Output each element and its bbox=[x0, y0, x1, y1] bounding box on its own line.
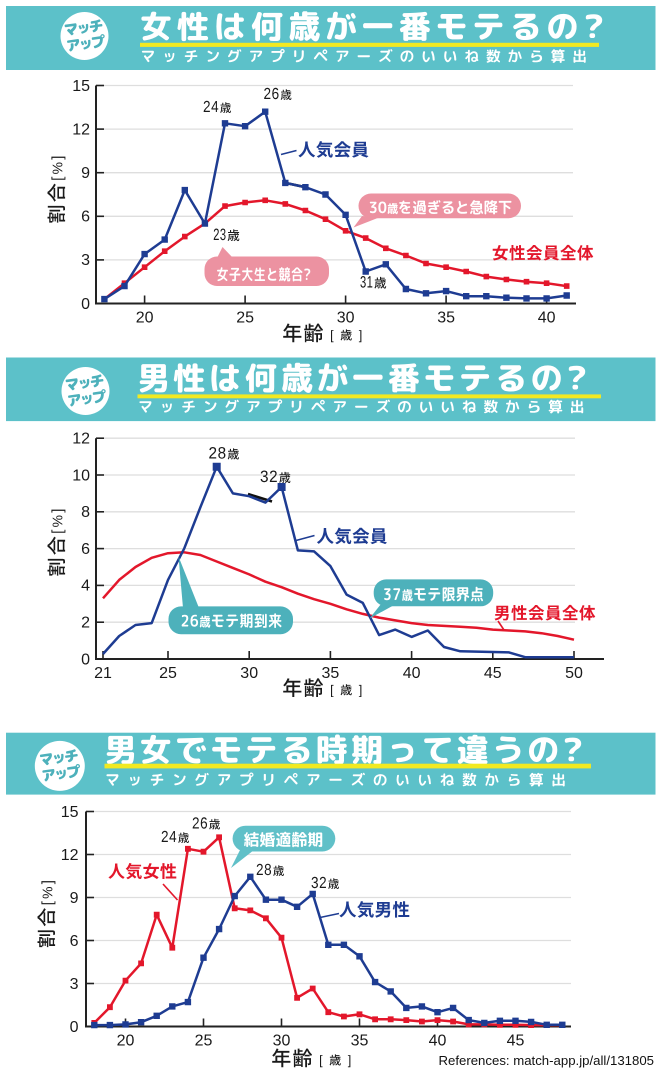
svg-text:0: 0 bbox=[81, 296, 90, 313]
svg-text:15: 15 bbox=[61, 804, 79, 821]
svg-text:30: 30 bbox=[337, 310, 355, 327]
svg-text:6: 6 bbox=[70, 933, 79, 950]
svg-text:30: 30 bbox=[240, 665, 258, 682]
svg-text:40: 40 bbox=[538, 310, 556, 327]
svg-text:12: 12 bbox=[72, 121, 90, 138]
svg-text:45: 45 bbox=[484, 665, 502, 682]
svg-text:20: 20 bbox=[117, 1033, 135, 1050]
svg-text:25: 25 bbox=[159, 665, 177, 682]
svg-text:2: 2 bbox=[81, 615, 90, 632]
svg-text:0: 0 bbox=[81, 651, 90, 668]
svg-text:References: match-app.jp/all/1: References: match-app.jp/all/131805 bbox=[438, 1053, 654, 1068]
svg-text:6: 6 bbox=[81, 541, 90, 558]
svg-text:12: 12 bbox=[61, 847, 79, 864]
svg-text:25: 25 bbox=[195, 1033, 213, 1050]
svg-text:10: 10 bbox=[72, 467, 90, 484]
svg-text:8: 8 bbox=[81, 504, 90, 521]
svg-text:4: 4 bbox=[81, 578, 90, 595]
svg-text:25: 25 bbox=[236, 310, 254, 327]
svg-text:35: 35 bbox=[437, 310, 455, 327]
svg-text:9: 9 bbox=[70, 890, 79, 907]
svg-text:12: 12 bbox=[72, 431, 90, 448]
svg-text:15: 15 bbox=[72, 78, 90, 95]
svg-text:0: 0 bbox=[70, 1019, 79, 1036]
svg-text:3: 3 bbox=[81, 252, 90, 269]
svg-text:6: 6 bbox=[81, 209, 90, 226]
svg-text:35: 35 bbox=[351, 1033, 369, 1050]
svg-text:45: 45 bbox=[507, 1033, 525, 1050]
svg-text:35: 35 bbox=[322, 665, 340, 682]
svg-text:3: 3 bbox=[70, 976, 79, 993]
svg-text:30: 30 bbox=[273, 1033, 291, 1050]
svg-text:40: 40 bbox=[403, 665, 421, 682]
svg-text:9: 9 bbox=[81, 165, 90, 182]
svg-text:50: 50 bbox=[565, 665, 583, 682]
svg-text:20: 20 bbox=[136, 310, 154, 327]
svg-text:21: 21 bbox=[94, 665, 112, 682]
svg-text:40: 40 bbox=[429, 1033, 447, 1050]
